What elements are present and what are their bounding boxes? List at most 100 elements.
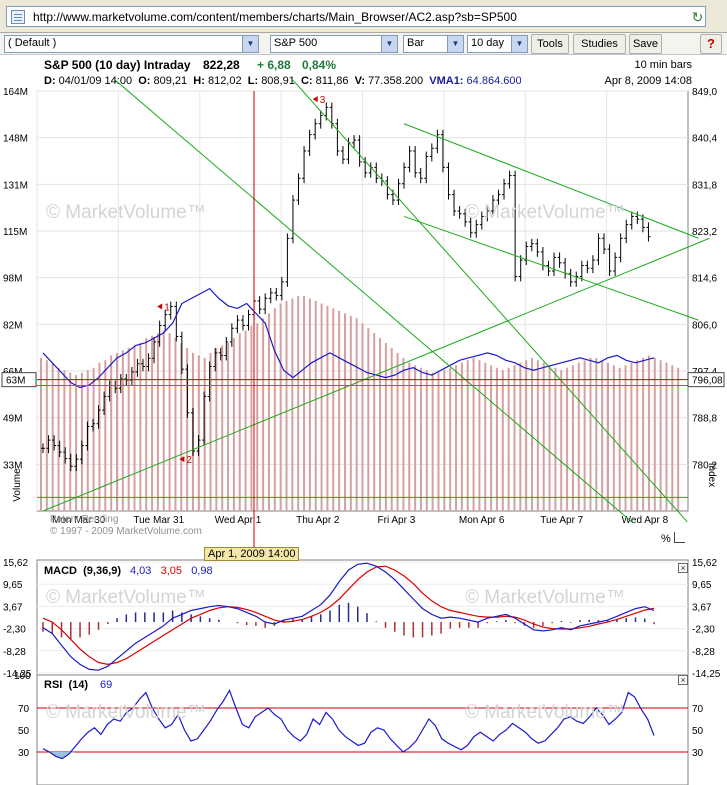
- chart-type-select[interactable]: Bar ▼: [403, 35, 464, 53]
- volume-axis-label: 49M: [3, 414, 22, 425]
- macd-params: (9,36,9): [83, 565, 122, 577]
- price-axis-label: 849,0: [692, 87, 717, 98]
- rsi-axis-label-left: 100: [14, 671, 31, 682]
- price-axis-label: 780,2: [692, 460, 717, 471]
- help-button[interactable]: ?: [700, 34, 722, 54]
- crosshair-date-label: Apr 1, 2009 14:00: [204, 547, 300, 561]
- chevron-down-icon[interactable]: ▼: [447, 36, 463, 52]
- percent-toggle[interactable]: %: [661, 533, 671, 545]
- rsi-oversold-fill: [43, 752, 76, 759]
- macd-value: 4,03: [130, 565, 152, 577]
- volume-axis-label: 82M: [3, 320, 22, 331]
- price-change: + 6,88: [257, 58, 291, 72]
- last-price-box: [687, 372, 725, 388]
- resize-corner-icon[interactable]: [674, 532, 685, 543]
- rsi-axis-label-left: 30: [18, 748, 30, 759]
- refresh-icon[interactable]: ↻: [691, 9, 704, 25]
- page-icon: [11, 10, 25, 24]
- volume-value: 77.358.200: [368, 75, 424, 87]
- price-axis-label: 806,0: [692, 320, 717, 331]
- rsi-axis-label-left: 70: [18, 704, 30, 715]
- x-axis-label: Thu Apr 2: [296, 515, 340, 526]
- macd-axis-label-right: -8,28: [692, 647, 715, 658]
- marker-label: 3: [320, 95, 326, 106]
- macd-signal-value: 3,05: [160, 565, 183, 577]
- close-label: C:: [300, 75, 313, 87]
- trend-line: [403, 123, 699, 239]
- open-label: O:: [138, 75, 151, 87]
- vma-readout: VMA1: 64.864.600: [429, 75, 521, 87]
- symbol-select-value: S&P 500: [274, 37, 318, 49]
- x-axis-label: Tue Mar 31: [133, 515, 184, 526]
- vma-label: VMA1:: [429, 75, 464, 87]
- macd-axis-label-left: 15,62: [3, 558, 28, 569]
- volume-axis-label: 148M: [3, 134, 28, 145]
- date-label: D:: [44, 75, 56, 87]
- volume-axis-label: 164M: [3, 87, 28, 98]
- volume-axis-label: 98M: [3, 274, 22, 285]
- price-axis-label: 823,2: [692, 227, 717, 238]
- url-text[interactable]: http://www.marketvolume.com/content/memb…: [33, 10, 517, 24]
- price-axis-label: 840,4: [692, 134, 717, 145]
- vma-value: 64.864.600: [466, 75, 522, 87]
- x-axis-label: Mon Apr 6: [459, 515, 505, 526]
- browser-address-bar: http://www.marketvolume.com/content/memb…: [0, 0, 727, 33]
- chart-canvas[interactable]: 849,0840,4831,8823,2814,6806,0797,4788,8…: [0, 55, 727, 785]
- rsi-params: (14): [68, 679, 89, 691]
- period-select[interactable]: 10 day ▼: [467, 35, 528, 53]
- close-macd-icon[interactable]: ×: [678, 563, 688, 573]
- macd-axis-label-right: -2,30: [692, 625, 715, 636]
- volume-axis-title: Volume: [12, 468, 23, 502]
- period-select-value: 10 day: [471, 37, 505, 49]
- ohlc-readout: D: 04/01/09 14:00 O: 809,21 H: 812,02 L:…: [44, 75, 522, 87]
- macd-axis-label-left: -8,28: [3, 647, 26, 658]
- macd-axis-label-left: -14,25: [3, 669, 32, 680]
- close-value: 811,86: [315, 75, 349, 87]
- studies-button[interactable]: Studies: [573, 34, 626, 54]
- chart-area[interactable]: 849,0840,4831,8823,2814,6806,0797,4788,8…: [0, 55, 727, 785]
- layout-select-value: ( Default ): [8, 37, 57, 49]
- chart-datetime: Apr 8, 2009 14:08: [604, 75, 692, 87]
- address-field[interactable]: http://www.marketvolume.com/content/memb…: [6, 6, 706, 27]
- chevron-down-icon[interactable]: ▼: [381, 36, 397, 52]
- macd-values: 4,03 3,05 0,98: [130, 565, 213, 577]
- macd-hist-value: 0,98: [191, 565, 213, 577]
- rsi-value: 69: [100, 679, 113, 691]
- close-rsi-icon[interactable]: ×: [678, 675, 688, 685]
- volume-axis-label: 33M: [3, 460, 22, 471]
- layout-select[interactable]: ( Default ) ▼: [4, 35, 259, 53]
- macd-axis-label-left: 9,65: [3, 580, 23, 591]
- marker-arrow: [179, 456, 185, 463]
- cursor-volume-label: 63M: [6, 376, 25, 387]
- chevron-down-icon[interactable]: ▼: [511, 36, 527, 52]
- x-axis-label: Wed Apr 8: [622, 515, 669, 526]
- patent-pending-text: Patent Pending: [50, 514, 119, 525]
- marker-label: 1: [164, 302, 170, 313]
- chevron-down-icon[interactable]: ▼: [242, 36, 258, 52]
- rsi-line: [42, 688, 655, 760]
- save-button[interactable]: Save: [629, 34, 662, 54]
- trend-line: [42, 237, 710, 512]
- macd-axis-label-right: 3,67: [692, 602, 712, 613]
- tools-button[interactable]: Tools: [531, 34, 569, 54]
- copyright-text: © 1997 - 2009 MarketVolume.com: [50, 526, 202, 537]
- date-value: 04/01/09 14:00: [58, 75, 133, 87]
- marker-arrow: [157, 303, 163, 310]
- trend-line: [114, 79, 633, 523]
- rsi-title: RSI: [44, 679, 63, 691]
- open-value: 809,21: [153, 75, 188, 87]
- x-axis-label: Fri Apr 3: [378, 515, 416, 526]
- bar-interval: 10 min bars: [634, 59, 692, 71]
- rsi-label: RSI (14): [44, 679, 88, 691]
- cursor-volume-box: [1, 372, 37, 388]
- x-axis-label: Tue Apr 7: [540, 515, 583, 526]
- symbol-select[interactable]: S&P 500 ▼: [270, 35, 398, 53]
- volume-axis-label: 131M: [3, 180, 28, 191]
- macd-panel-frame: [36, 559, 689, 676]
- low-label: L:: [247, 75, 259, 87]
- volume-label: V:: [354, 75, 365, 87]
- macd-signal-line: [42, 565, 655, 666]
- price-axis-label: 831,8: [692, 180, 717, 191]
- price-axis-label: 814,6: [692, 274, 717, 285]
